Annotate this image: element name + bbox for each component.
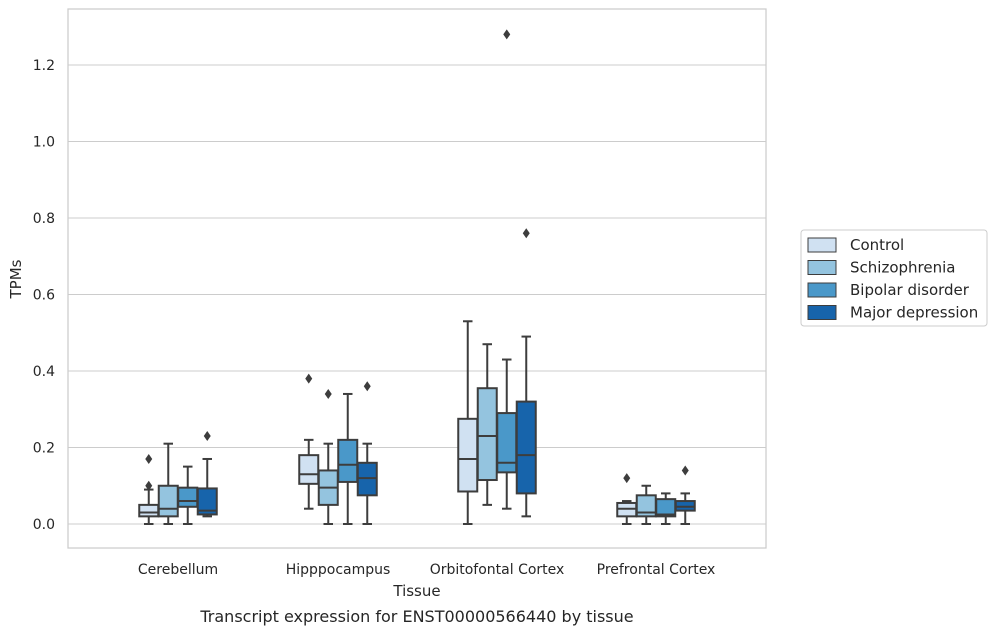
y-tick-label: 0.6 <box>33 288 55 304</box>
legend-swatch <box>807 305 837 320</box>
outlier-point <box>681 465 689 476</box>
box-schizophrenia <box>635 484 657 525</box>
legend-swatch <box>807 260 837 275</box>
legend-frame <box>800 229 988 327</box>
y-tick-label: 1.0 <box>33 135 55 151</box>
outlier-point <box>522 228 530 239</box>
box-layer <box>138 29 696 525</box>
legend: Control Schizophrenia Bipolar disorder Majo… <box>800 229 988 327</box>
outlier-point <box>324 388 332 399</box>
outlier-point <box>145 453 153 464</box>
box-iqr <box>515 400 537 495</box>
box-bipolar-disorder <box>496 29 518 510</box>
box-schizophrenia <box>157 442 179 525</box>
outlier-point <box>203 431 211 442</box>
legend-label: Major depression <box>850 304 978 322</box>
box-major-depression <box>356 381 378 525</box>
x-tick-label: Hipppocampus <box>286 562 391 578</box>
box-iqr <box>157 484 179 518</box>
outlier-point <box>503 29 511 40</box>
box-major-depression <box>515 228 537 518</box>
legend-swatch <box>807 237 837 253</box>
y-tick-labels: 0.0 0.2 0.4 0.6 0.8 1.0 1.2 <box>33 58 55 533</box>
box-schizophrenia <box>476 343 498 506</box>
outlier-point <box>363 381 371 392</box>
x-tick-label: Cerebellum <box>138 562 218 578</box>
outlier-point <box>305 373 313 384</box>
x-tick-label: Orbitofontal Cortex <box>430 562 565 578</box>
box-control <box>616 473 638 525</box>
y-tick-label: 0.8 <box>33 211 55 227</box>
box-control <box>457 320 479 525</box>
legend-label: Schizophrenia <box>850 259 955 277</box>
box-bipolar-disorder <box>655 492 677 525</box>
chart-caption: Transcript expression for ENST0000056644… <box>199 607 633 626</box>
x-axis-title: Tissue <box>392 582 440 600</box>
box-iqr <box>457 417 479 493</box>
legend-items: Control Schizophrenia Bipolar disorder Majo… <box>807 236 978 322</box>
box-iqr <box>196 487 218 516</box>
box-bipolar-disorder <box>177 465 199 525</box>
box-major-depression <box>196 431 218 518</box>
box-iqr <box>337 438 359 483</box>
x-tick-label: Prefrontal Cortex <box>597 562 716 578</box>
box-bipolar-disorder <box>337 392 359 525</box>
outlier-point <box>145 480 153 491</box>
box-iqr <box>476 387 498 482</box>
box-control <box>138 453 160 525</box>
box-iqr <box>298 454 320 485</box>
grid-layer <box>68 64 766 525</box>
y-tick-label: 0.0 <box>33 517 55 533</box>
box-iqr <box>138 503 160 518</box>
legend-label: Control <box>850 236 904 254</box>
box-iqr <box>177 486 199 508</box>
y-axis-title: TPMs <box>7 259 25 299</box>
y-tick-label: 1.2 <box>33 58 55 74</box>
y-tick-label: 0.4 <box>33 364 55 380</box>
y-tick-label: 0.2 <box>33 441 55 457</box>
box-control <box>298 373 320 510</box>
plot-area-frame <box>67 8 767 549</box>
legend-swatch <box>807 282 837 298</box>
legend-label: Bipolar disorder <box>850 281 970 299</box>
outlier-point <box>623 473 631 484</box>
box-schizophrenia <box>317 388 339 525</box>
x-tick-labels: Cerebellum Hipppocampus Orbitofontal Corte… <box>138 562 715 578</box>
box-major-depression <box>674 465 696 525</box>
